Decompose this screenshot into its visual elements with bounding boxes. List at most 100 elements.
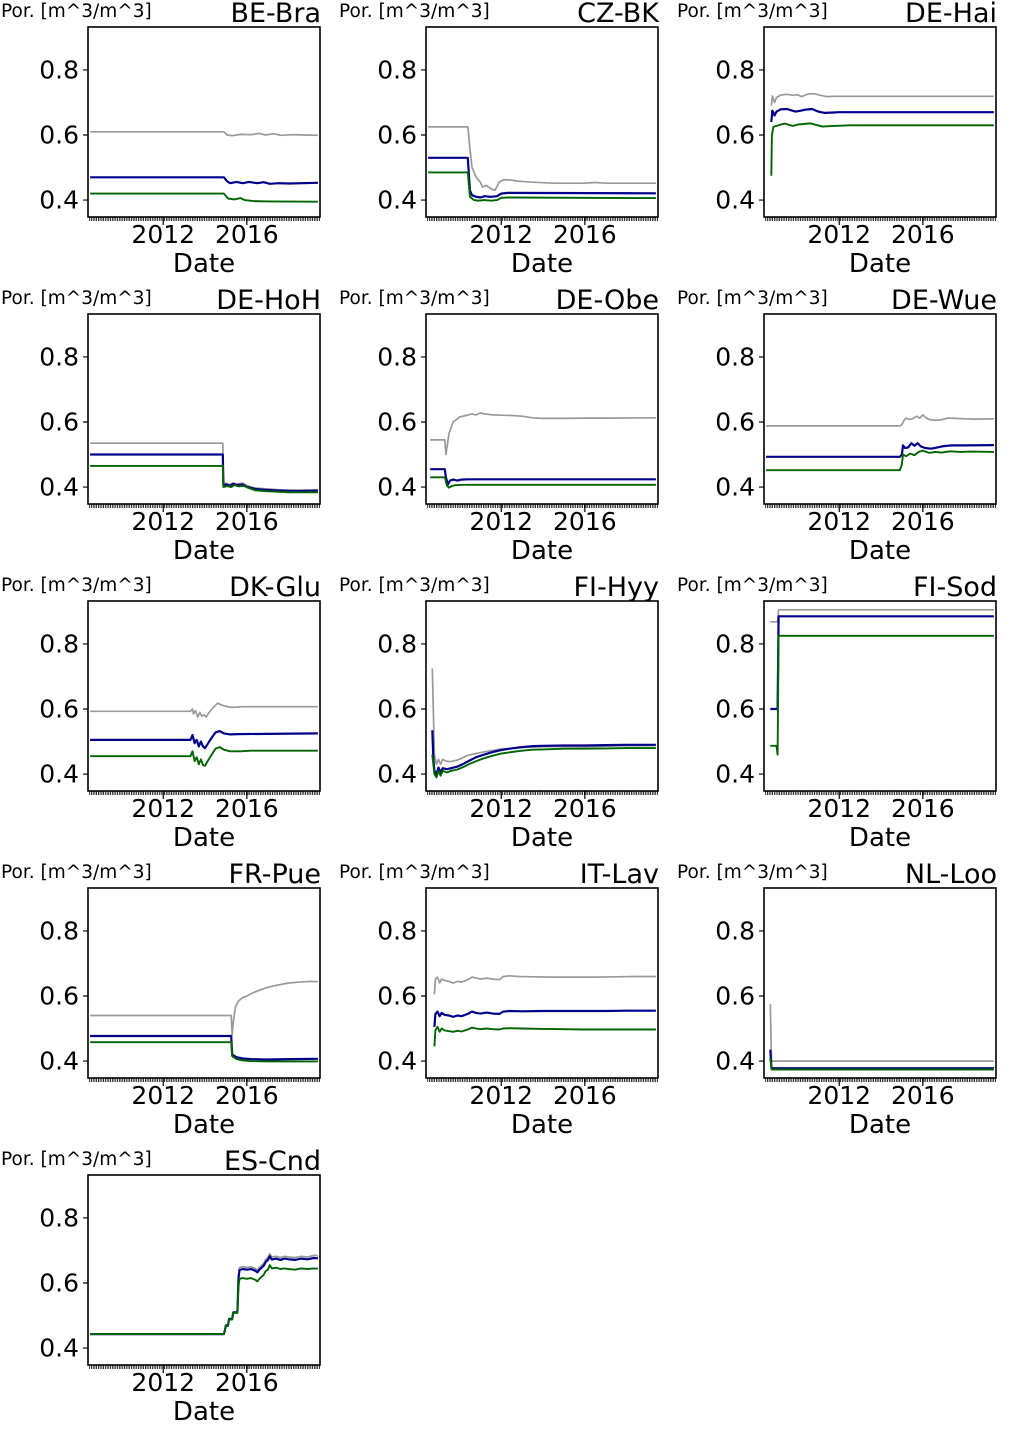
x-axis-label: Date — [849, 536, 911, 566]
x-axis-label: Date — [173, 823, 235, 853]
y-tick-label: 0.4 — [715, 1047, 755, 1076]
y-tick-label: 0.6 — [39, 1269, 79, 1298]
series-line-green — [90, 1264, 318, 1336]
chart-panel-DE-HoH: Por. [m^3/m^3] DE-HoH 2012 2016 0.8 0.6 0.4 D… — [0, 287, 338, 574]
y-axis-label: Por. [m^3/m^3] — [1, 862, 152, 883]
y-tick-label: 0.8 — [715, 916, 755, 945]
y-tick-label: 0.8 — [39, 916, 79, 945]
y-axis-label: Por. [m^3/m^3] — [677, 1, 828, 22]
y-axis-label: Por. [m^3/m^3] — [1, 1, 152, 22]
series-line-gray — [433, 974, 656, 995]
panel-header: Por. [m^3/m^3] NL-Loo — [676, 859, 1014, 890]
series-line-gray — [770, 92, 994, 106]
y-ticks — [83, 1217, 88, 1349]
axes-box — [425, 600, 659, 792]
y-tick-label: 0.6 — [715, 121, 755, 150]
y-axis-label: Por. [m^3/m^3] — [1, 1149, 152, 1170]
panel-title: IT-Lav — [579, 859, 659, 890]
x-major-ticks — [838, 791, 924, 799]
chart-panel-DE-Obe: Por. [m^3/m^3] DE-Obe 2012 2016 0.8 0.6 0.4 D… — [338, 287, 676, 574]
y-ticks — [421, 930, 426, 1062]
series-line-blue — [770, 107, 994, 123]
axes-box — [763, 887, 997, 1079]
panel-title: FI-Hyy — [573, 572, 660, 603]
chart-panel-DE-Wue: Por. [m^3/m^3] DE-Wue 2012 2016 0.8 0.6 0.4 D… — [676, 287, 1014, 574]
series-line-green — [433, 1025, 656, 1047]
x-axis-label: Date — [511, 823, 573, 853]
series-line-blue — [428, 156, 656, 199]
x-minor-ticks — [427, 791, 658, 795]
panel-header: Por. [m^3/m^3] DE-HoH — [0, 287, 338, 314]
x-major-ticks — [162, 1365, 248, 1373]
panel-header: Por. [m^3/m^3] DE-Hai — [676, 0, 1014, 27]
chart-panel-DK-Glu: Por. [m^3/m^3] DK-Glu 2012 2016 0.8 0.6 0.4 D… — [0, 574, 338, 861]
panel-header: Por. [m^3/m^3] ES-Cnd — [0, 1146, 338, 1177]
x-major-ticks — [162, 1078, 248, 1086]
series-line-blue — [770, 615, 994, 711]
x-minor-ticks — [89, 217, 320, 221]
x-axis-label: Date — [511, 1110, 573, 1140]
x-major-ticks — [838, 217, 924, 225]
x-minor-ticks — [89, 1078, 320, 1082]
y-ticks — [759, 643, 764, 775]
panel-title: NL-Loo — [904, 859, 997, 890]
series-line-green — [428, 171, 656, 202]
series-line-gray — [428, 126, 656, 192]
panel-header: Por. [m^3/m^3] DE-Obe — [338, 285, 676, 316]
chart-panel-FR-Pue: Por. [m^3/m^3] FR-Pue 2012 2016 0.8 0.6 0.4 D… — [0, 861, 338, 1148]
series-line-green — [430, 476, 656, 489]
y-axis-label: Por. [m^3/m^3] — [677, 862, 828, 883]
axes-box — [87, 26, 321, 218]
series-line-gray — [430, 412, 656, 456]
y-tick-label: 0.8 — [377, 916, 417, 945]
x-minor-ticks — [427, 504, 658, 508]
x-axis-label: Date — [511, 249, 573, 279]
panel-title: FR-Pue — [228, 859, 321, 890]
y-axis-label: Por. [m^3/m^3] — [1, 575, 152, 596]
y-ticks — [421, 643, 426, 775]
axes-box — [87, 313, 321, 505]
y-tick-label: 0.4 — [39, 760, 79, 789]
x-minor-ticks — [765, 504, 996, 508]
panel-title: FI-Sod — [912, 572, 997, 603]
panel-title: DE-Obe — [555, 285, 659, 316]
x-major-ticks — [162, 504, 248, 512]
y-ticks — [83, 69, 88, 201]
x-axis-label: Date — [173, 536, 235, 566]
panel-title: ES-Cnd — [223, 1146, 321, 1177]
y-axis-label: Por. [m^3/m^3] — [677, 575, 828, 596]
chart-panel-ES-Cnd: Por. [m^3/m^3] ES-Cnd 2012 2016 0.8 0.6 0.4 D… — [0, 1148, 338, 1435]
y-tick-label: 0.8 — [715, 342, 755, 371]
series-line-green — [769, 1057, 994, 1071]
y-tick-label: 0.4 — [377, 473, 417, 502]
panel-header: Por. [m^3/m^3] CZ-BK — [338, 0, 676, 27]
x-minor-ticks — [765, 217, 996, 221]
panel-header: Por. [m^3/m^3] FI-Sod — [676, 572, 1014, 603]
y-tick-label: 0.8 — [377, 629, 417, 658]
y-ticks — [759, 356, 764, 488]
y-tick-label: 0.4 — [39, 1047, 79, 1076]
y-tick-label: 0.4 — [377, 186, 417, 215]
series-line-green — [90, 192, 318, 203]
x-minor-ticks — [765, 1078, 996, 1082]
chart-panel-BE-Bra: Por. [m^3/m^3] BE-Bra 2012 2016 0.8 0.6 0.4 D… — [0, 0, 338, 287]
panel-header: Por. [m^3/m^3] BE-Bra — [0, 0, 338, 27]
y-axis-label: Por. [m^3/m^3] — [339, 1, 490, 22]
x-major-ticks — [838, 1078, 924, 1086]
axes-box — [763, 313, 997, 505]
y-ticks — [759, 930, 764, 1062]
series-line-blue — [766, 442, 994, 458]
y-tick-label: 0.6 — [715, 982, 755, 1011]
y-tick-label: 0.4 — [377, 1047, 417, 1076]
x-axis-label: Date — [511, 536, 573, 566]
y-tick-label: 0.4 — [39, 1334, 79, 1363]
y-tick-label: 0.8 — [715, 55, 755, 84]
y-tick-label: 0.4 — [715, 760, 755, 789]
y-axis-label: Por. [m^3/m^3] — [677, 288, 828, 309]
y-tick-label: 0.4 — [715, 473, 755, 502]
series-line-green — [431, 747, 656, 779]
